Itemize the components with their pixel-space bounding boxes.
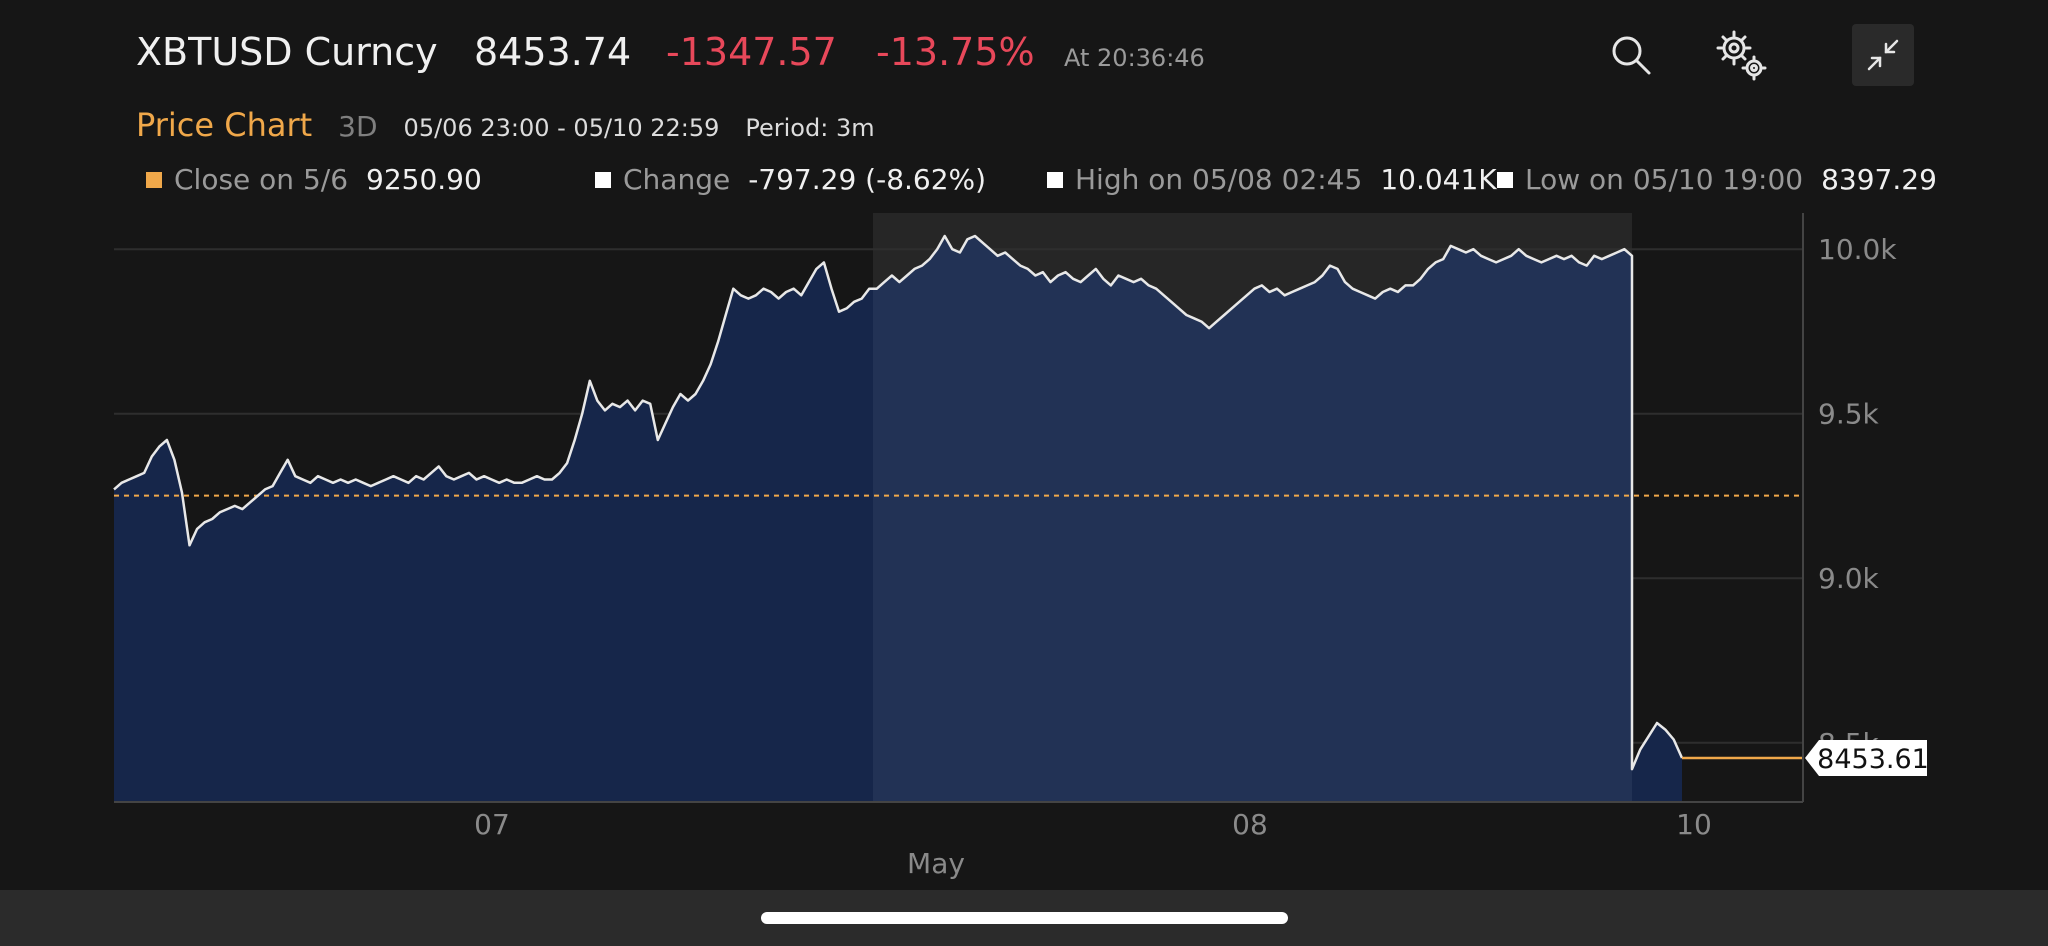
y-tick-label: 9.0k <box>1818 562 1880 595</box>
search-icon <box>1612 36 1651 75</box>
ticker-symbol: XBTUSD Curncy <box>136 30 438 74</box>
stat-label: Change <box>623 163 731 196</box>
date-range: 05/06 23:00 - 05/10 22:59 <box>403 114 720 142</box>
y-tick-label: 10.0k <box>1818 233 1897 266</box>
stat-swatch <box>1047 171 1063 188</box>
range-selector[interactable]: 3D <box>338 110 378 143</box>
stats-bar: Close on 5/6 9250.90 Change -797.29 (-8.… <box>0 163 2048 203</box>
home-indicator[interactable] <box>761 912 1288 924</box>
stat-value: 8397.29 <box>1821 163 1937 196</box>
quote-timestamp: At 20:36:46 <box>1064 44 1205 72</box>
bottom-bar <box>0 890 2048 946</box>
period-label[interactable]: Period: 3m <box>745 114 875 142</box>
y-tick-label: 9.5k <box>1818 398 1880 431</box>
percent-change: -13.75% <box>876 30 1035 74</box>
stat-value: 10.041K <box>1380 163 1497 196</box>
price-line <box>113 234 1684 771</box>
stat-high: High on 05/08 02:45 10.041K <box>1047 163 1497 196</box>
stat-label: High on 05/08 02:45 <box>1075 163 1363 196</box>
stat-label: Low on 05/10 19:00 <box>1525 163 1804 196</box>
collapse-button[interactable] <box>1852 24 1914 86</box>
quote-header: XBTUSD Curncy 8453.74 -1347.57 -13.75% A… <box>0 0 2048 110</box>
stat-swatch <box>146 171 162 188</box>
x-month-label: May <box>907 847 965 880</box>
stat-value: -797.29 (-8.62%) <box>748 163 987 196</box>
price-chart[interactable]: 10.0k9.5k9.0k8.5k070810May8453.61 <box>0 0 2048 890</box>
area-fill-highlighted <box>873 236 1632 802</box>
x-tick-label: 08 <box>1232 808 1268 841</box>
stat-close: Close on 5/6 9250.90 <box>146 163 482 196</box>
chart-subheader: Price Chart 3D 05/06 23:00 - 05/10 22:59… <box>136 106 875 156</box>
stat-swatch <box>1497 171 1513 188</box>
stat-change: Change -797.29 (-8.62%) <box>595 163 986 196</box>
x-tick-label: 07 <box>474 808 510 841</box>
gears-icon <box>1716 30 1767 81</box>
price-change: -1347.57 <box>666 30 837 74</box>
last-value-badge <box>1805 740 1927 777</box>
stat-swatch <box>595 171 611 188</box>
last-value-label: 8453.61 <box>1817 744 1929 775</box>
collapse-icon <box>1867 39 1899 71</box>
search-button[interactable] <box>1600 24 1662 86</box>
settings-button[interactable] <box>1710 24 1772 86</box>
x-tick-label: 10 <box>1676 808 1712 841</box>
chart-title[interactable]: Price Chart <box>136 106 313 144</box>
last-price: 8453.74 <box>474 30 632 74</box>
stat-low: Low on 05/10 19:00 8397.29 <box>1497 163 1937 196</box>
stat-value: 9250.90 <box>366 163 482 196</box>
stat-label: Close on 5/6 <box>174 163 349 196</box>
